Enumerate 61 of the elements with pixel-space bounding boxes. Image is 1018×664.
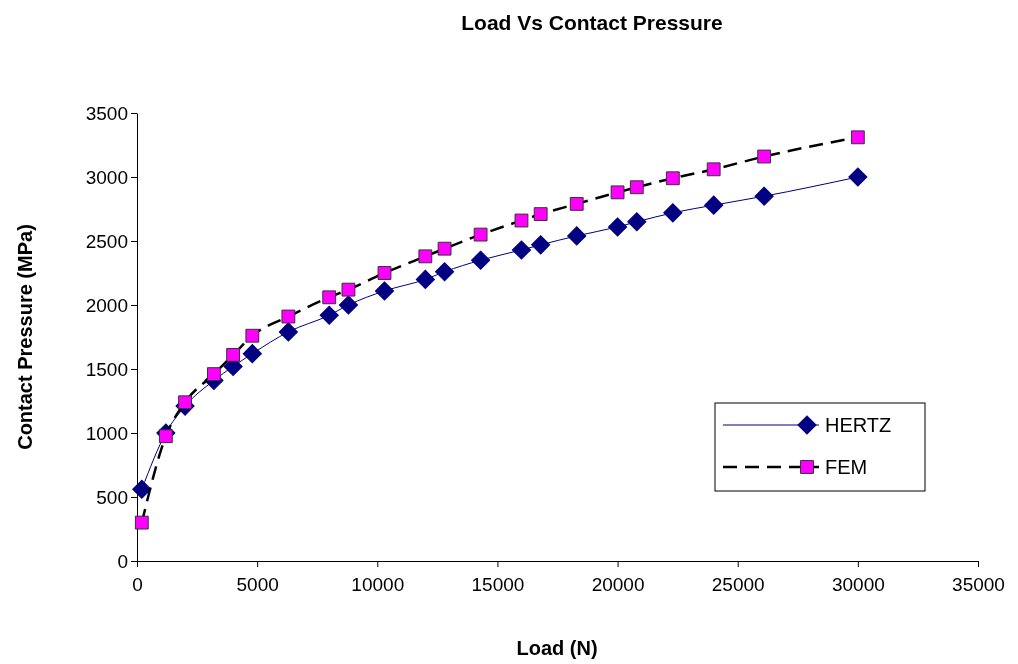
y-tick-label: 3000 [85,166,128,188]
point [665,171,680,186]
y-tick-label: 3500 [85,102,128,124]
point [757,149,772,164]
point [418,249,433,264]
x-tick-label: 30000 [831,573,885,595]
point [134,515,149,530]
y-tick-label: 1000 [85,422,128,444]
y-tick-label: 500 [96,486,128,508]
point [629,180,644,195]
point [338,295,359,315]
point [281,309,296,324]
point [514,213,529,228]
point [627,212,647,232]
point [341,282,356,297]
point [663,203,683,223]
point [569,196,584,211]
x-axis-title: Load (N) [516,637,598,659]
point [319,305,339,325]
y-axis-title: Contact Pressure (MPa) [14,224,36,450]
point [374,281,395,301]
point [242,344,262,364]
point [437,241,452,256]
x-tick-label: 25000 [711,573,765,595]
point [704,195,724,215]
point [511,240,532,260]
point [848,167,868,187]
point [415,269,435,289]
point [754,186,774,206]
point [245,328,260,343]
y-tick-label: 2000 [85,294,128,316]
x-tick-label: 15000 [471,573,525,595]
chart-title: Load Vs Contact Pressure [461,11,723,34]
x-tick-label: 0 [132,573,143,595]
point [158,429,173,444]
x-tick-label: 10000 [351,573,405,595]
point [206,367,221,382]
x-tick-label: 20000 [591,573,645,595]
point [377,266,392,280]
point [278,322,298,342]
point [471,250,491,270]
point [607,217,628,237]
y-tick-label: 1500 [85,358,128,380]
point [567,226,587,246]
x-tick-label: 5000 [236,573,279,595]
legend-label: HERTZ [825,414,892,436]
x-tick-label: 35000 [952,573,1005,595]
point [434,262,455,282]
point [706,162,721,177]
point [610,185,625,200]
y-tick-label: 2500 [85,230,128,252]
point [178,395,192,410]
y-tick-label: 0 [117,550,128,572]
point [132,479,152,499]
point [473,227,488,242]
legend-label: FEM [825,456,868,478]
point [531,235,551,255]
point [533,207,548,222]
point [850,130,865,145]
point [322,290,337,305]
point [226,348,241,362]
